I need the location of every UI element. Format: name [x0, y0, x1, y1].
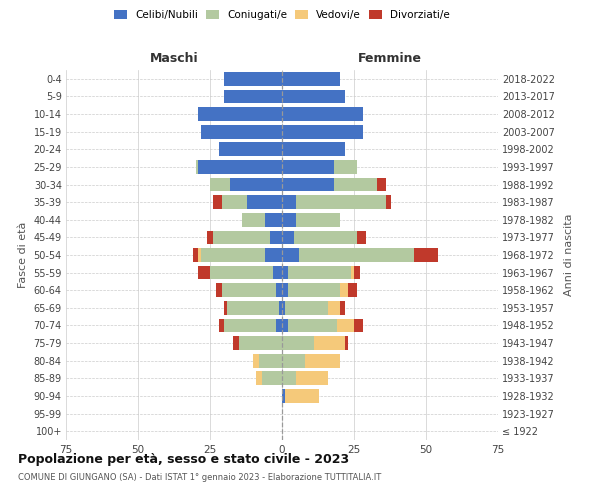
- Bar: [357, 230, 365, 244]
- Bar: [348, 284, 357, 297]
- Bar: [282, 354, 305, 368]
- Bar: [221, 196, 247, 209]
- Bar: [296, 196, 386, 209]
- Bar: [276, 284, 282, 297]
- Bar: [239, 336, 282, 350]
- Bar: [199, 107, 282, 121]
- Bar: [351, 266, 354, 280]
- Bar: [340, 284, 348, 297]
- Bar: [282, 284, 288, 297]
- Bar: [247, 196, 282, 209]
- Bar: [202, 125, 282, 138]
- Text: Popolazione per età, sesso e stato civile - 2023: Popolazione per età, sesso e stato civil…: [18, 452, 349, 466]
- Bar: [346, 336, 348, 350]
- Bar: [288, 266, 351, 280]
- Bar: [354, 318, 362, 332]
- Bar: [386, 196, 391, 209]
- Bar: [199, 266, 210, 280]
- Bar: [199, 160, 282, 174]
- Bar: [218, 318, 224, 332]
- Bar: [415, 248, 437, 262]
- Bar: [196, 160, 199, 174]
- Bar: [296, 372, 328, 385]
- Bar: [282, 318, 288, 332]
- Bar: [282, 72, 340, 86]
- Bar: [282, 196, 296, 209]
- Bar: [213, 196, 221, 209]
- Bar: [279, 301, 282, 314]
- Bar: [224, 301, 227, 314]
- Bar: [293, 230, 357, 244]
- Bar: [282, 248, 299, 262]
- Bar: [282, 266, 288, 280]
- Bar: [242, 213, 265, 226]
- Bar: [213, 230, 271, 244]
- Bar: [282, 213, 296, 226]
- Y-axis label: Anni di nascita: Anni di nascita: [563, 214, 574, 296]
- Legend: Celibi/Nubili, Coniugati/e, Vedovi/e, Divorziati/e: Celibi/Nubili, Coniugati/e, Vedovi/e, Di…: [112, 8, 452, 22]
- Bar: [253, 354, 259, 368]
- Bar: [288, 284, 340, 297]
- Bar: [282, 90, 346, 104]
- Bar: [233, 336, 239, 350]
- Bar: [216, 284, 221, 297]
- Bar: [285, 301, 328, 314]
- Bar: [224, 72, 282, 86]
- Y-axis label: Fasce di età: Fasce di età: [18, 222, 28, 288]
- Bar: [221, 284, 276, 297]
- Bar: [274, 266, 282, 280]
- Bar: [256, 372, 262, 385]
- Bar: [282, 160, 334, 174]
- Bar: [282, 336, 314, 350]
- Text: Maschi: Maschi: [149, 52, 199, 64]
- Bar: [262, 372, 282, 385]
- Bar: [210, 266, 274, 280]
- Bar: [259, 354, 282, 368]
- Bar: [296, 213, 340, 226]
- Bar: [288, 318, 337, 332]
- Bar: [193, 248, 199, 262]
- Bar: [224, 90, 282, 104]
- Bar: [230, 178, 282, 192]
- Bar: [299, 248, 415, 262]
- Bar: [334, 160, 357, 174]
- Bar: [282, 178, 334, 192]
- Bar: [282, 372, 296, 385]
- Bar: [207, 230, 213, 244]
- Text: Femmine: Femmine: [358, 52, 422, 64]
- Bar: [337, 318, 354, 332]
- Bar: [271, 230, 282, 244]
- Bar: [285, 389, 319, 403]
- Bar: [227, 301, 279, 314]
- Bar: [199, 248, 202, 262]
- Bar: [210, 178, 230, 192]
- Bar: [305, 354, 340, 368]
- Text: COMUNE DI GIUNGANO (SA) - Dati ISTAT 1° gennaio 2023 - Elaborazione TUTTITALIA.I: COMUNE DI GIUNGANO (SA) - Dati ISTAT 1° …: [18, 472, 381, 482]
- Bar: [282, 389, 285, 403]
- Bar: [354, 266, 360, 280]
- Bar: [224, 318, 276, 332]
- Bar: [340, 301, 346, 314]
- Bar: [328, 301, 340, 314]
- Bar: [282, 107, 362, 121]
- Bar: [377, 178, 386, 192]
- Bar: [265, 213, 282, 226]
- Bar: [265, 248, 282, 262]
- Bar: [282, 230, 293, 244]
- Bar: [218, 142, 282, 156]
- Bar: [334, 178, 377, 192]
- Bar: [282, 125, 362, 138]
- Bar: [202, 248, 265, 262]
- Bar: [282, 301, 285, 314]
- Bar: [276, 318, 282, 332]
- Bar: [282, 142, 346, 156]
- Bar: [314, 336, 346, 350]
